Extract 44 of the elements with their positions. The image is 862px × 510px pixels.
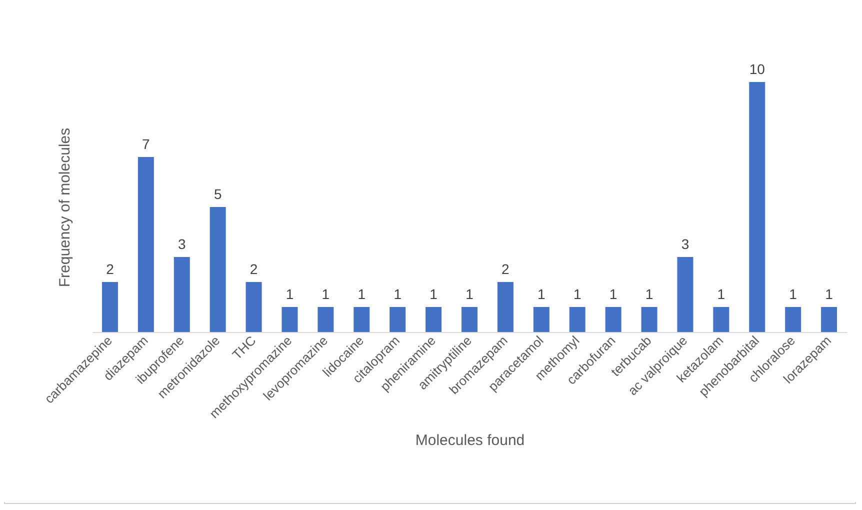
data-label: 1 (825, 286, 834, 302)
data-label: 5 (214, 186, 222, 202)
x-axis-title: Molecules found (415, 432, 525, 450)
bar (174, 257, 190, 332)
bar (713, 307, 730, 332)
data-label: 10 (749, 61, 766, 77)
bar (569, 307, 586, 332)
bar (785, 307, 802, 332)
data-label: 1 (286, 286, 294, 302)
bar (246, 282, 262, 332)
bar (354, 307, 370, 332)
bar (533, 307, 550, 332)
data-label: 1 (717, 286, 726, 302)
data-label: 1 (789, 286, 798, 302)
bar (641, 307, 658, 332)
data-label: 2 (106, 261, 114, 277)
data-label: 1 (645, 286, 654, 302)
bar (749, 82, 766, 332)
data-label: 1 (394, 286, 402, 302)
data-label: 1 (538, 286, 546, 302)
bar (821, 307, 838, 332)
bar (497, 282, 514, 332)
bar (677, 257, 694, 332)
bar (210, 207, 226, 332)
data-label: 7 (142, 136, 150, 152)
y-axis-title: Frequency of molecules (56, 128, 74, 288)
data-label: 1 (573, 286, 582, 302)
data-label: 2 (502, 261, 510, 277)
bar (462, 307, 478, 332)
bar (282, 307, 298, 332)
data-label: 1 (430, 286, 438, 302)
data-label: 2 (250, 261, 258, 277)
data-label: 1 (358, 286, 366, 302)
data-label: 1 (322, 286, 330, 302)
data-label: 1 (609, 286, 618, 302)
bar (102, 282, 118, 332)
bar (318, 307, 334, 332)
bar (138, 157, 154, 332)
data-label: 3 (178, 236, 186, 252)
data-label: 1 (466, 286, 474, 302)
bar (426, 307, 442, 332)
bar (605, 307, 622, 332)
bar (390, 307, 406, 332)
data-label: 3 (681, 236, 690, 252)
